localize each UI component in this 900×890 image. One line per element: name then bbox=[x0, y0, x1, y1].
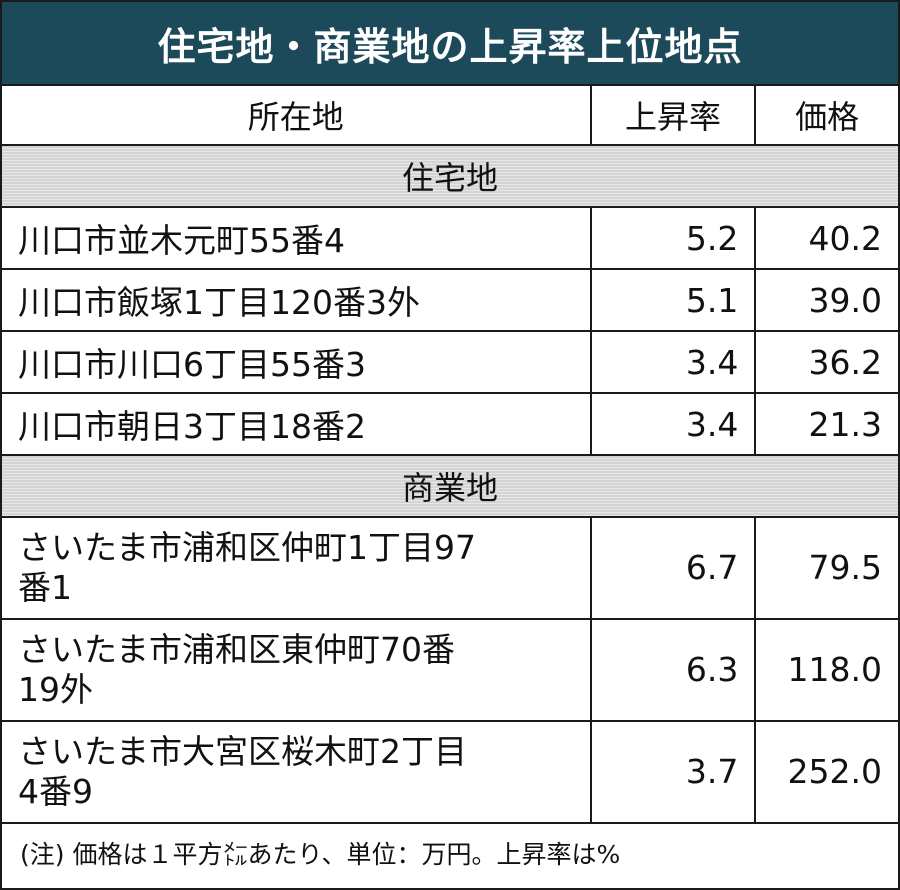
footnote: (注) 価格は１平方㍍あたり、単位：万円。上昇率は% bbox=[20, 840, 621, 869]
table-row: 川口市川口6丁目55番3 3.4 36.2 bbox=[2, 330, 898, 394]
location-line: 19外 bbox=[18, 670, 93, 709]
table-row: さいたま市浦和区仲町1丁目97 番1 6.7 79.5 bbox=[2, 516, 898, 620]
location-cell: 川口市川口6丁目55番3 bbox=[2, 330, 592, 394]
location-cell: さいたま市大宮区桜木町2丁目 4番9 bbox=[2, 720, 592, 824]
location-line: さいたま市浦和区仲町1丁目97 bbox=[18, 528, 476, 567]
location-line: 4番9 bbox=[18, 772, 93, 811]
rate-cell: 6.7 bbox=[589, 516, 757, 620]
rate-cell: 3.4 bbox=[589, 330, 757, 394]
location-line: さいたま市浦和区東仲町70番 bbox=[18, 630, 456, 669]
header-price: 価格 bbox=[754, 86, 898, 146]
section-residential: 住宅地 bbox=[2, 144, 898, 208]
table-row: さいたま市浦和区東仲町70番 19外 6.3 118.0 bbox=[2, 618, 898, 722]
price-cell: 40.2 bbox=[754, 206, 898, 270]
section-commercial: 商業地 bbox=[2, 454, 898, 518]
rate-cell: 6.3 bbox=[589, 618, 757, 722]
section-label: 商業地 bbox=[2, 454, 898, 518]
header-row: 所在地 上昇率 価格 bbox=[2, 86, 898, 146]
location-cell: 川口市並木元町55番4 bbox=[2, 206, 592, 270]
price-cell: 36.2 bbox=[754, 330, 898, 394]
rate-cell: 5.2 bbox=[589, 206, 757, 270]
location-cell: 川口市朝日3丁目18番2 bbox=[2, 392, 592, 456]
rate-cell: 3.7 bbox=[589, 720, 757, 824]
header-location: 所在地 bbox=[2, 86, 592, 146]
table-row: 川口市飯塚1丁目120番3外 5.1 39.0 bbox=[2, 268, 898, 332]
price-cell: 39.0 bbox=[754, 268, 898, 332]
price-cell: 118.0 bbox=[754, 618, 898, 722]
price-cell: 79.5 bbox=[754, 516, 898, 620]
header-rate: 上昇率 bbox=[589, 86, 757, 146]
section-label: 住宅地 bbox=[2, 144, 898, 208]
rate-table: 所在地 上昇率 価格 住宅地 川口市並木元町55番4 5.2 40.2 川口市飯… bbox=[2, 86, 898, 824]
rate-cell: 5.1 bbox=[589, 268, 757, 332]
table-row: さいたま市大宮区桜木町2丁目 4番9 3.7 252.0 bbox=[2, 720, 898, 824]
rate-cell: 3.4 bbox=[589, 392, 757, 456]
price-cell: 21.3 bbox=[754, 392, 898, 456]
price-cell: 252.0 bbox=[754, 720, 898, 824]
location-line: 番1 bbox=[18, 568, 72, 607]
location-cell: さいたま市浦和区仲町1丁目97 番1 bbox=[2, 516, 592, 620]
location-cell: 川口市飯塚1丁目120番3外 bbox=[2, 268, 592, 332]
table-title: 住宅地・商業地の上昇率上位地点 bbox=[2, 2, 898, 86]
table-row: 川口市朝日3丁目18番2 3.4 21.3 bbox=[2, 392, 898, 456]
table-row: 川口市並木元町55番4 5.2 40.2 bbox=[2, 206, 898, 270]
location-line: さいたま市大宮区桜木町2丁目 bbox=[18, 732, 468, 771]
location-cell: さいたま市浦和区東仲町70番 19外 bbox=[2, 618, 592, 722]
